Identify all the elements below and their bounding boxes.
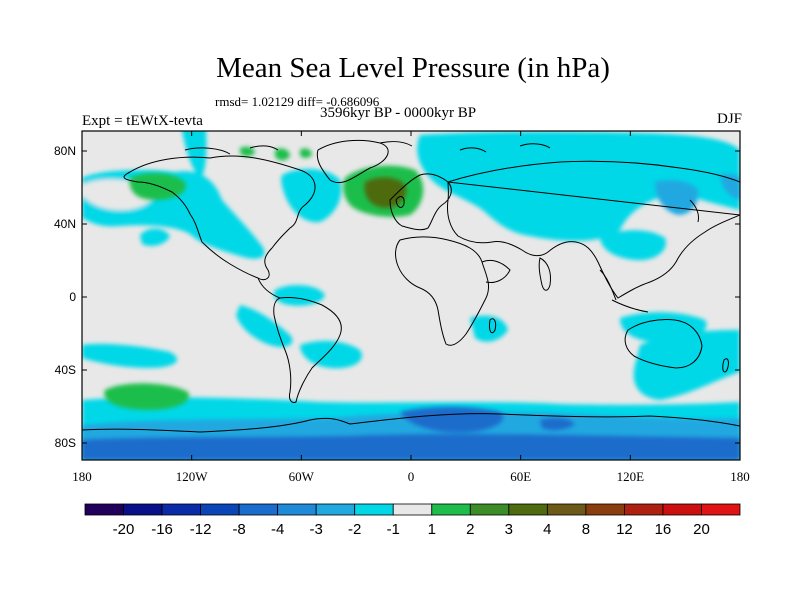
- latitude-axis: 80N 40N 0 40S 80S: [54, 144, 76, 450]
- colorbar-swatch: [277, 503, 317, 516]
- colorbar-swatch: [469, 503, 510, 516]
- arabia-coast: [481, 259, 511, 283]
- colorbar-label: 1: [428, 521, 436, 538]
- lat-tick-label: 80S: [55, 436, 76, 450]
- colorbar-label: 16: [655, 521, 672, 538]
- stats-label: rmsd= 1.02129 diff= -0.686096: [215, 94, 380, 109]
- coastlines: [82, 139, 740, 433]
- new-zealand-coast: [722, 358, 729, 373]
- colorbar-swatch: [315, 503, 356, 516]
- colorbar-label: -2: [348, 521, 361, 538]
- colorbar-label: 20: [693, 521, 710, 538]
- colorbar-swatch: [123, 503, 163, 516]
- colorbar-label: -16: [151, 521, 173, 538]
- colorbar-label: 8: [582, 521, 590, 538]
- lon-tick-label: 60E: [510, 469, 531, 484]
- colorbar-swatch: [392, 503, 433, 516]
- antarctica-coast: [82, 413, 740, 433]
- lon-tick-label: 120W: [176, 469, 209, 484]
- colorbar-label: 12: [616, 521, 633, 538]
- season-label: DJF: [716, 111, 742, 127]
- colorbar-swatch: [354, 503, 394, 516]
- colorbar-swatch: [546, 503, 587, 516]
- colorbar-swatch: [200, 503, 240, 516]
- colorbar-label: -8: [232, 521, 245, 538]
- lat-tick-label: 0: [69, 290, 76, 304]
- colorbar-swatch: [431, 503, 471, 516]
- lon-tick-label: 0: [408, 469, 415, 484]
- lat-tick-label: 40S: [55, 363, 76, 377]
- colorbar-swatch: [161, 503, 201, 516]
- central-america-coast: [257, 277, 281, 299]
- colorbar-label: -3: [310, 521, 323, 538]
- negative-dark-regions: [82, 406, 740, 460]
- lon-tick-label: 60W: [289, 469, 315, 484]
- colorbar-swatch: [585, 503, 625, 516]
- colorbar-label: -20: [113, 521, 135, 538]
- colorbar-swatch: [508, 503, 548, 516]
- southeast-asia-coast: [599, 269, 649, 313]
- north-america-coast: [123, 155, 316, 281]
- uk-coast: [395, 196, 405, 208]
- colorbar: [84, 503, 741, 516]
- colorbar-swatch: [238, 503, 279, 516]
- colorbar-label: -1: [387, 521, 400, 538]
- longitude-axis: 180 120W 60W 0 60E 120E 180: [72, 469, 750, 484]
- lat-tick-label: 80N: [54, 144, 76, 158]
- india-coast: [538, 257, 551, 291]
- colorbar-label: 4: [543, 521, 551, 538]
- colorbar-swatch: [701, 503, 741, 516]
- lat-tick-label: 40N: [54, 217, 76, 231]
- colorbar-label: -4: [271, 521, 284, 538]
- page-title: Mean Sea Level Pressure (in hPa): [216, 52, 610, 84]
- japan-coast: [689, 199, 699, 223]
- madagascar-coast: [489, 318, 497, 334]
- lon-tick-label: 180: [730, 469, 750, 484]
- axis-ticks: [81, 131, 741, 460]
- lon-tick-label: 120E: [617, 469, 645, 484]
- period-label: 3596kyr BP - 0000kyr BP: [320, 105, 477, 121]
- arctic-islands: [184, 141, 551, 155]
- colorbar-swatch: [662, 503, 702, 516]
- asia-coast: [447, 160, 740, 299]
- australia-coast: [624, 319, 703, 369]
- europe-coast: [389, 173, 452, 231]
- colorbar-label: 3: [505, 521, 513, 538]
- experiment-label: Expt = tEWtX-tevta: [82, 113, 203, 129]
- lon-tick-label: 180: [72, 469, 92, 484]
- pressure-field: [82, 131, 740, 460]
- greenland-coast: [316, 139, 389, 184]
- south-america-coast: [273, 297, 342, 403]
- colorbar-label: 2: [466, 521, 474, 538]
- colorbar-swatch: [624, 503, 664, 516]
- colorbar-swatch: [84, 503, 124, 516]
- colorbar-labels: -20 -16 -12 -8 -4 -3 -2 -1 1 2 3 4 8 12 …: [113, 521, 710, 538]
- colorbar-label: -12: [190, 521, 212, 538]
- africa-coast: [395, 236, 489, 346]
